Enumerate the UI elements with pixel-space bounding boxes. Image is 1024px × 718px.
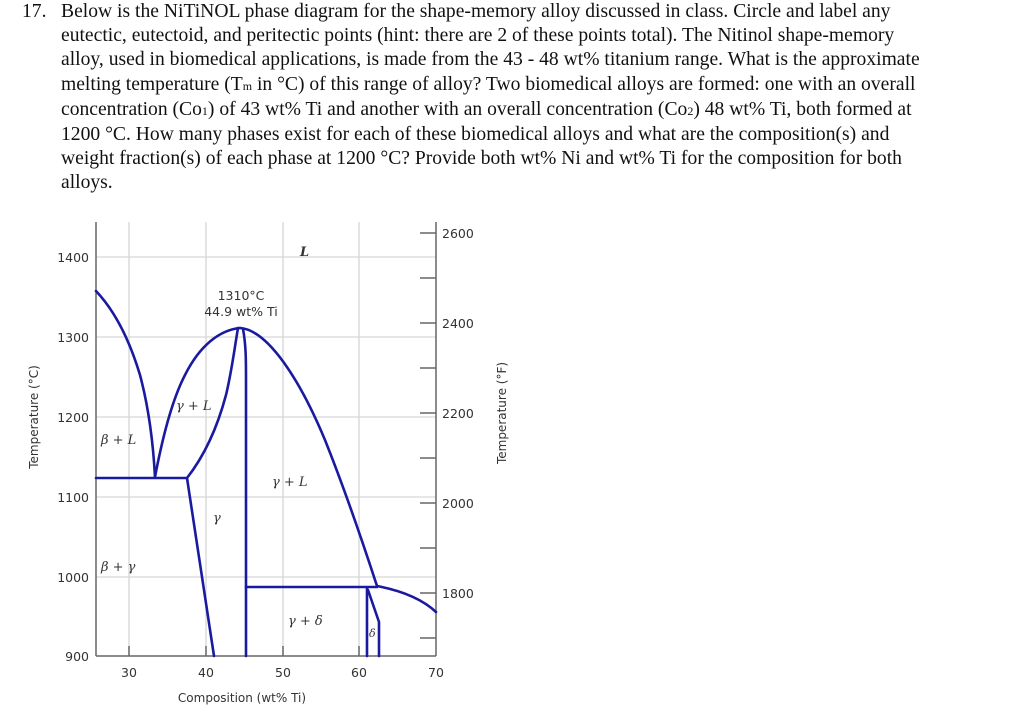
y-right-tick-2600: 2600 (442, 226, 474, 241)
phase-label-gamma: γ (213, 511, 221, 526)
phase-label-beta-plus-liquid: β + L (100, 433, 136, 448)
question-line-7: weight fraction(s) of each phase at 1200… (61, 148, 902, 170)
question-text: (34 pts) 17. Below is the NiTiNOL phase … (0, 0, 1010, 196)
liquidus-far-right (375, 584, 438, 614)
y-axis-label-left: Temperature (°C) (27, 365, 41, 470)
y-tick-1000: 1000 (57, 570, 89, 585)
question-line-3: alloy, used in biomedical applications, … (61, 49, 920, 71)
subscript-2: 2 (687, 103, 694, 118)
y-right-tick-2000: 2000 (442, 496, 474, 511)
y-axis-left-ticks: 1400 1300 1200 1100 1000 900 (57, 250, 89, 664)
question-line-8: alloys. (61, 172, 113, 194)
x-tick-60: 60 (351, 665, 367, 680)
text-fragment: ) of 43 wt% Ti and another with an overa… (207, 98, 688, 120)
y-tick-1200: 1200 (57, 410, 89, 425)
phase-label-gamma-plus-liquid-left: γ + L (176, 399, 212, 414)
y-right-tick-1800: 1800 (442, 586, 474, 601)
question-line-6: 1200 °C. How many phases exist for each … (61, 124, 890, 146)
phase-label-liquid: L (299, 245, 309, 260)
y-right-tick-2400: 2400 (442, 316, 474, 331)
y-axis-label-right: Temperature (°F) (495, 362, 509, 465)
y-tick-900: 900 (65, 649, 89, 664)
liquidus-left (94, 289, 157, 479)
liquidus-gamma-left (153, 326, 242, 479)
x-axis-ticks: 30 40 50 60 70 (121, 665, 444, 680)
max-temp-annotation: 1310°C (218, 288, 265, 303)
y-tick-1100: 1100 (57, 490, 89, 505)
phase-label-delta: δ (369, 627, 376, 640)
solidus-gamma-left (185, 326, 240, 480)
question-line-2: eutectic, eutectoid, and peritectic poin… (61, 25, 895, 47)
text-fragment: ) 48 wt% Ti, both formed at (693, 98, 912, 120)
text-fragment: melting temperature (T (61, 73, 243, 95)
subscript-1: 1 (201, 103, 208, 118)
y-tick-1400: 1400 (57, 250, 89, 265)
max-composition-annotation: 44.9 wt% Ti (204, 304, 278, 319)
x-tick-70: 70 (428, 665, 444, 680)
question-line-5: concentration (Co1) of 43 wt% Ti and ano… (0, 98, 1010, 123)
gamma-right-boundary (241, 327, 248, 658)
phase-label-gamma-plus-liquid-right: γ + L (272, 475, 308, 490)
grid (96, 222, 436, 656)
x-tick-30: 30 (121, 665, 137, 680)
axes (95, 222, 437, 657)
phase-boundaries (94, 289, 438, 658)
phase-label-beta-plus-gamma: β + γ (100, 560, 136, 575)
text-fragment: in °C) of this range of alloy? Two biome… (252, 73, 916, 95)
delta-right (366, 588, 381, 658)
text-fragment: concentration (Co (61, 98, 202, 120)
phase-label-gamma-plus-delta: γ + δ (288, 614, 323, 629)
question-number: 17. (22, 1, 47, 22)
x-axis-label: Composition (wt% Ti) (178, 691, 306, 705)
x-tick-40: 40 (198, 665, 214, 680)
phase-labels: L γ + L β + L γ + L γ β + γ γ + δ δ (100, 245, 376, 640)
subscript-m: m (242, 78, 253, 93)
liquidus-right (238, 326, 379, 588)
gamma-left-solvus (185, 476, 216, 658)
y-right-tick-2200: 2200 (442, 406, 474, 421)
x-tick-50: 50 (275, 665, 291, 680)
y-tick-1300: 1300 (57, 330, 89, 345)
question-line-4: melting temperature (Tm in °C) of this r… (0, 73, 1010, 98)
question-line-1: Below is the NiTiNOL phase diagram for t… (61, 1, 891, 22)
y-axis-right-ticks: 2600 2400 2200 2000 1800 (442, 226, 474, 601)
